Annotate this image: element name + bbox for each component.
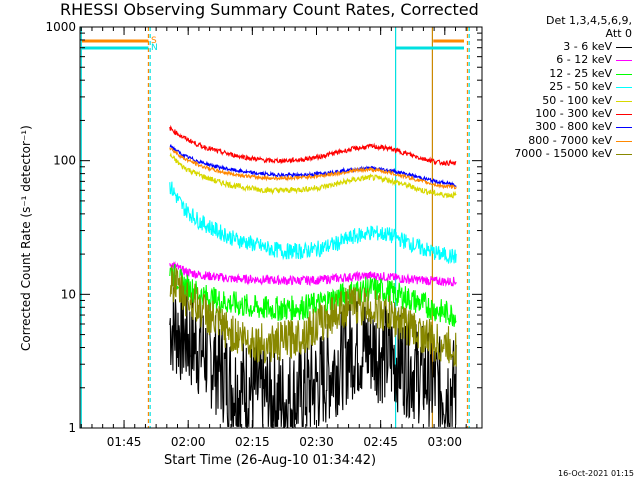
legend-swatch — [616, 154, 632, 156]
legend-swatch — [616, 87, 632, 89]
y-tick-label: 1000 — [45, 20, 76, 34]
series-line — [169, 260, 457, 287]
legend-entry-label: 25 - 50 keV — [549, 80, 612, 94]
x-tick-label: 02:00 — [171, 435, 206, 449]
marker-label-s: S — [151, 36, 157, 46]
legend-entry: 300 - 800 keV — [462, 120, 632, 133]
x-tick-label: 02:15 — [235, 435, 270, 449]
legend-entry-label: 800 - 7000 keV — [528, 133, 612, 147]
series-line — [169, 181, 457, 264]
legend-entry: 6 - 12 keV — [462, 53, 632, 66]
marker-label-n: N — [151, 43, 158, 53]
legend-swatch — [616, 113, 632, 115]
legend-swatch — [616, 73, 632, 75]
legend-swatch — [616, 140, 632, 142]
plot-frame — [79, 26, 483, 429]
legend-entries: 3 - 6 keV 6 - 12 keV 12 - 25 keV 25 - 50 ke… — [462, 40, 632, 161]
x-axis-label: Start Time (26-Aug-10 01:34:42) — [164, 453, 377, 468]
legend-entry-label: 7000 - 15000 keV — [514, 147, 612, 161]
legend-header-attenuator: Att 0 — [605, 27, 632, 40]
x-tick-label: 02:30 — [299, 435, 334, 449]
legend-entry: 12 - 25 keV — [462, 67, 632, 80]
legend-header-detectors: Det 1,3,4,5,6,9, — [545, 14, 632, 27]
series-line — [169, 124, 457, 166]
y-tick-label: 1 — [68, 421, 76, 435]
legend-entry: 3 - 6 keV — [462, 40, 632, 53]
legend: Det 1,3,4,5,6,9, Att 0 3 - 6 keV 6 - 12 k… — [462, 14, 632, 161]
series-line — [169, 144, 457, 187]
legend-entry-label: 300 - 800 keV — [535, 120, 612, 134]
legend-entry-label: 100 - 300 keV — [535, 106, 612, 120]
x-tick-label: 03:00 — [427, 435, 462, 449]
legend-entry: 100 - 300 keV — [462, 107, 632, 120]
generation-timestamp: 16-Oct-2021 01:15 — [558, 469, 634, 478]
series-line — [169, 152, 457, 199]
legend-entry-label: 12 - 25 keV — [549, 66, 612, 80]
legend-entry: 25 - 50 keV — [462, 80, 632, 93]
series-line — [169, 147, 457, 190]
legend-swatch — [616, 47, 632, 48]
legend-entry: 800 - 7000 keV — [462, 134, 632, 147]
series-layer — [169, 124, 457, 428]
reference-lines — [80, 27, 470, 428]
chart-title: RHESSI Observing Summary Count Rates, Co… — [60, 0, 479, 19]
series-line — [169, 265, 457, 368]
legend-swatch — [616, 100, 632, 102]
legend-entry-label: 6 - 12 keV — [556, 53, 612, 67]
legend-entry: 50 - 100 keV — [462, 94, 632, 107]
x-tick-label: 02:45 — [363, 435, 398, 449]
y-axis-label: Corrected Count Rate (s⁻¹ detector⁻¹) — [19, 125, 33, 351]
legend-entry: 7000 - 15000 keV — [462, 147, 632, 160]
legend-entry-label: 50 - 100 keV — [542, 93, 612, 107]
y-tick-label: 100 — [53, 154, 76, 168]
axes: 01:45 02:00 02:15 02:30 02:45 03:00 1 10 100 1000… — [45, 20, 483, 449]
legend-entry-label: 3 - 6 keV — [563, 40, 612, 53]
legend-swatch — [616, 60, 632, 62]
legend-swatch — [616, 127, 632, 129]
y-tick-label: 10 — [61, 287, 76, 301]
x-tick-label: 01:45 — [107, 435, 142, 449]
